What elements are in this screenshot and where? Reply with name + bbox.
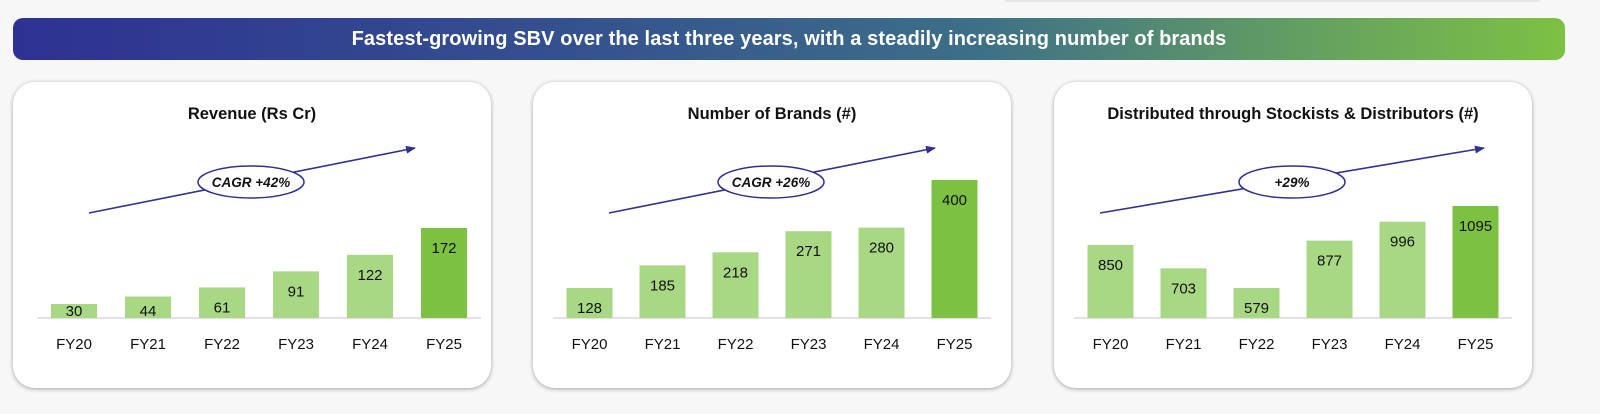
- bar-fy21: [125, 296, 171, 318]
- bar-fy20: [566, 288, 613, 318]
- data-label: 185: [650, 277, 675, 294]
- bar-fy21: [1160, 268, 1207, 318]
- cagr-badge: [717, 165, 825, 199]
- cagr-badge: [1238, 165, 1346, 199]
- tick-label: FY25: [1458, 336, 1494, 353]
- data-label: 703: [1171, 280, 1196, 297]
- bar-fy25: [421, 228, 467, 318]
- tick-label: FY24: [1385, 336, 1421, 353]
- data-label: 271: [796, 243, 821, 260]
- distributors-chart: 850 FY20 703 FY21 579 FY22 877 FY23 996 FY24 1095 F…: [1074, 145, 1512, 353]
- cagr-label: CAGR +42%: [212, 175, 290, 190]
- tick-label: FY21: [130, 336, 166, 353]
- tick-label: FY23: [278, 336, 314, 353]
- bar-fy23: [785, 231, 832, 318]
- tick-label: FY22: [204, 336, 240, 353]
- chart-title: Distributed through Stockists & Distribu…: [1107, 105, 1479, 123]
- data-label: 61: [214, 299, 231, 316]
- tick-label: FY23: [1312, 336, 1348, 353]
- bar-fy22: [712, 252, 759, 318]
- tick-label: FY21: [645, 336, 681, 353]
- bar-fy24: [347, 254, 393, 318]
- bar-fy22: [1233, 288, 1280, 318]
- headline-text: Fastest-growing SBV over the last three …: [351, 27, 1227, 50]
- data-label: 280: [869, 240, 894, 257]
- data-label: 850: [1098, 257, 1123, 274]
- tick-label: FY25: [426, 336, 462, 353]
- cagr-label: CAGR +26%: [732, 175, 810, 190]
- tick-label: FY24: [352, 336, 388, 353]
- data-label: 172: [431, 240, 456, 257]
- brands-panel: Number of Brands (#) 128 FY20 185 FY21 218 FY…: [533, 82, 1011, 388]
- bar-fy20: [1087, 244, 1134, 318]
- bar-fy25: [1452, 206, 1499, 318]
- tick-label: FY20: [572, 336, 608, 353]
- data-label: 996: [1390, 234, 1415, 251]
- bar-fy20: [51, 304, 97, 318]
- data-label: 30: [66, 303, 83, 320]
- tick-label: FY20: [1093, 336, 1129, 353]
- cagr-label: +29%: [1275, 175, 1310, 190]
- data-label: 128: [577, 300, 602, 317]
- chart-title: Revenue (Rs Cr): [187, 105, 317, 123]
- bar-fy24: [858, 227, 905, 318]
- bar-fy25: [931, 180, 978, 318]
- headline-banner: Fastest-growing SBV over the last three …: [13, 18, 1565, 60]
- tick-label: FY22: [718, 336, 754, 353]
- tick-label: FY25: [937, 336, 973, 353]
- brands-chart: 128 FY20 185 FY21 218 FY22 271 FY23 280 FY24 400 FY…: [553, 145, 991, 353]
- revenue-panel: Revenue (Rs Cr) 30 FY20 44 FY21 61 FY22 91 FY23…: [13, 82, 491, 388]
- cagr-badge: [197, 165, 305, 199]
- data-label: 877: [1317, 253, 1342, 270]
- tick-label: FY21: [1166, 336, 1202, 353]
- revenue-chart: 30 FY20 44 FY21 61 FY22 91 FY23 122 FY24 172 FY25 CA…: [37, 145, 481, 353]
- data-label: 1095: [1459, 218, 1492, 235]
- tick-label: FY20: [56, 336, 92, 353]
- data-label: 400: [942, 192, 967, 209]
- bar-fy24: [1379, 221, 1426, 318]
- top-divider: [1005, 0, 1540, 2]
- tick-label: FY22: [1239, 336, 1275, 353]
- distributors-panel: Distributed through Stockists & Distribu…: [1054, 82, 1532, 388]
- data-label: 218: [723, 264, 748, 281]
- bar-fy23: [1306, 240, 1353, 318]
- data-label: 91: [288, 283, 305, 300]
- chart-title: Number of Brands (#): [687, 105, 857, 123]
- bar-fy21: [639, 265, 686, 318]
- bar-fy22: [199, 287, 245, 318]
- bar-fy23: [273, 271, 319, 318]
- tick-label: FY23: [791, 336, 827, 353]
- data-label: 44: [140, 303, 157, 320]
- tick-label: FY24: [864, 336, 900, 353]
- data-label: 579: [1244, 300, 1269, 317]
- data-label: 122: [357, 267, 382, 284]
